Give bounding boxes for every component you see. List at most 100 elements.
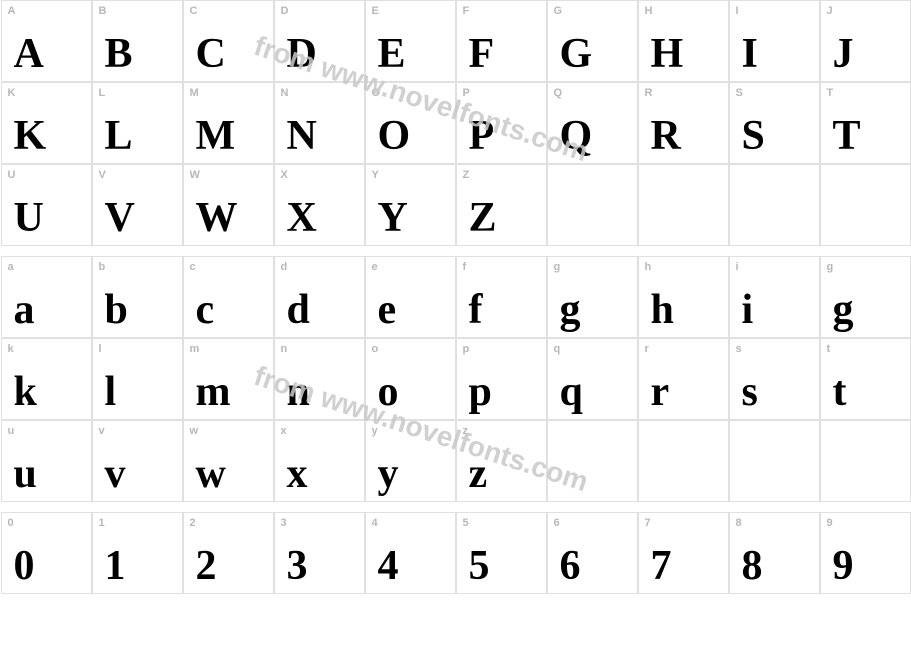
glyph-cell: ll bbox=[92, 338, 183, 420]
glyph-cell: OO bbox=[365, 82, 456, 164]
glyph-cell: qq bbox=[547, 338, 638, 420]
glyph-cell: 88 bbox=[729, 512, 820, 594]
key-label: G bbox=[554, 5, 563, 17]
key-label: g bbox=[554, 261, 561, 273]
glyph-cell: WW bbox=[183, 164, 274, 246]
glyph-cell: CC bbox=[183, 0, 274, 82]
key-label: 0 bbox=[8, 517, 14, 529]
key-label: 9 bbox=[827, 517, 833, 529]
glyph-cell: PP bbox=[456, 82, 547, 164]
key-label: Q bbox=[554, 87, 563, 99]
glyph-cell: dd bbox=[274, 256, 365, 338]
glyph-cell: UU bbox=[1, 164, 92, 246]
glyph-cell: GG bbox=[547, 0, 638, 82]
key-label: C bbox=[190, 5, 198, 17]
key-label: a bbox=[8, 261, 14, 273]
glyph: w bbox=[196, 453, 225, 495]
glyph: K bbox=[14, 115, 46, 157]
glyph: G bbox=[560, 33, 592, 75]
glyph: u bbox=[14, 453, 36, 495]
glyph-cell: SS bbox=[729, 82, 820, 164]
key-label: e bbox=[372, 261, 378, 273]
key-label: n bbox=[281, 343, 288, 355]
key-label: S bbox=[736, 87, 743, 99]
glyph-cell: 11 bbox=[92, 512, 183, 594]
glyph-cell: hh bbox=[638, 256, 729, 338]
glyph-cell: 44 bbox=[365, 512, 456, 594]
glyph: H bbox=[651, 33, 683, 75]
glyph-cell: cc bbox=[183, 256, 274, 338]
row-spacer bbox=[1, 246, 911, 256]
key-label: M bbox=[190, 87, 199, 99]
glyph-cell: xx bbox=[274, 420, 365, 502]
key-label: 2 bbox=[190, 517, 196, 529]
key-label: B bbox=[99, 5, 107, 17]
glyph-cell: 55 bbox=[456, 512, 547, 594]
glyph: 9 bbox=[833, 545, 853, 587]
glyph: 5 bbox=[469, 545, 489, 587]
glyph-cell: aa bbox=[1, 256, 92, 338]
glyph-cell: rr bbox=[638, 338, 729, 420]
key-label: W bbox=[190, 169, 200, 181]
key-label: f bbox=[463, 261, 467, 273]
glyph-cell-empty bbox=[638, 164, 729, 246]
key-label: v bbox=[99, 425, 105, 437]
glyph-cell-empty bbox=[638, 420, 729, 502]
glyph-cell-empty bbox=[547, 164, 638, 246]
glyph: Q bbox=[560, 115, 592, 157]
glyph: U bbox=[14, 197, 43, 239]
glyph: f bbox=[469, 289, 482, 331]
glyph-cell: nn bbox=[274, 338, 365, 420]
key-label: 8 bbox=[736, 517, 742, 529]
key-label: q bbox=[554, 343, 561, 355]
glyph-cell: 33 bbox=[274, 512, 365, 594]
glyph-cell: 77 bbox=[638, 512, 729, 594]
glyph: g bbox=[560, 289, 580, 331]
glyph: A bbox=[14, 33, 43, 75]
glyph-cell: TT bbox=[820, 82, 911, 164]
key-label: 4 bbox=[372, 517, 378, 529]
glyph: b bbox=[105, 289, 127, 331]
key-label: Y bbox=[372, 169, 379, 181]
key-label: x bbox=[281, 425, 287, 437]
row-spacer bbox=[1, 502, 911, 512]
glyph-cell: YY bbox=[365, 164, 456, 246]
glyph-cell: BB bbox=[92, 0, 183, 82]
glyph: x bbox=[287, 453, 307, 495]
glyph: 8 bbox=[742, 545, 762, 587]
key-label: o bbox=[372, 343, 379, 355]
glyph: Z bbox=[469, 197, 496, 239]
glyph-cell: pp bbox=[456, 338, 547, 420]
glyph-cell: JJ bbox=[820, 0, 911, 82]
glyph-cell: mm bbox=[183, 338, 274, 420]
glyph: m bbox=[196, 371, 230, 413]
glyph-cell-empty bbox=[729, 420, 820, 502]
glyph-cell: AA bbox=[1, 0, 92, 82]
glyph-cell: MM bbox=[183, 82, 274, 164]
key-label: h bbox=[645, 261, 652, 273]
glyph: O bbox=[378, 115, 410, 157]
glyph: C bbox=[196, 33, 225, 75]
glyph-cell: gg bbox=[820, 256, 911, 338]
key-label: l bbox=[99, 343, 102, 355]
glyph-cell: ff bbox=[456, 256, 547, 338]
glyph: r bbox=[651, 371, 669, 413]
glyph-cell: 99 bbox=[820, 512, 911, 594]
glyph: I bbox=[742, 33, 757, 75]
font-character-map: AABBCCDDEEFFGGHHIIJJKKLLMMNNOOPPQQRRSSTT… bbox=[1, 0, 911, 594]
key-label: g bbox=[827, 261, 834, 273]
key-label: L bbox=[99, 87, 106, 99]
glyph: z bbox=[469, 453, 487, 495]
glyph: L bbox=[105, 115, 132, 157]
glyph: l bbox=[105, 371, 116, 413]
key-label: T bbox=[827, 87, 834, 99]
key-label: b bbox=[99, 261, 106, 273]
key-label: K bbox=[8, 87, 16, 99]
glyph: 1 bbox=[105, 545, 125, 587]
key-label: c bbox=[190, 261, 196, 273]
glyph: B bbox=[105, 33, 132, 75]
glyph-cell: kk bbox=[1, 338, 92, 420]
glyph: 3 bbox=[287, 545, 307, 587]
key-label: 3 bbox=[281, 517, 287, 529]
glyph-cell: zz bbox=[456, 420, 547, 502]
